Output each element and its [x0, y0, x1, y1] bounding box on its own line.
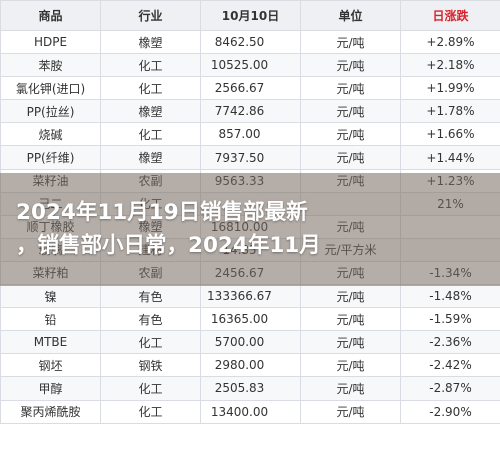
commodity-cell: 苯胺	[0, 53, 101, 78]
change-cell: +1.44%	[400, 145, 500, 170]
price-cell: 5700.00	[200, 330, 301, 355]
commodity-cell: MTBE	[0, 330, 101, 355]
commodity-cell: 铅	[0, 307, 101, 332]
unit-cell: 元/吨	[300, 76, 401, 101]
industry-cell: 化工	[100, 122, 201, 147]
commodity-cell: PP(纤维)	[0, 145, 101, 170]
industry-cell: 橡塑	[100, 99, 201, 124]
unit-cell: 元/吨	[300, 399, 401, 424]
commodity-cell: 甲醇	[0, 376, 101, 401]
unit-cell: 元/吨	[300, 122, 401, 147]
price-cell: 16365.00	[200, 307, 301, 332]
industry-cell: 橡塑	[100, 29, 201, 55]
price-cell: 13400.00	[200, 399, 301, 424]
table-row: PP(拉丝) 橡塑 7742.86 元/吨 +1.78%	[0, 99, 500, 124]
table-row: 苯胺 化工 10525.00 元/吨 +2.18%	[0, 53, 500, 78]
table-row: 氯化钾(进口) 化工 2566.67 元/吨 +1.99%	[0, 76, 500, 101]
industry-cell: 橡塑	[100, 145, 201, 170]
commodity-cell: 钢坯	[0, 353, 101, 378]
price-cell: 10525.00	[200, 53, 301, 78]
change-cell: +2.89%	[400, 29, 500, 55]
industry-cell: 化工	[100, 330, 201, 355]
col-header-unit: 单位	[300, 0, 401, 31]
col-header-daily-change: 日涨跌	[400, 0, 500, 31]
industry-cell: 钢铁	[100, 353, 201, 378]
col-header-industry: 行业	[100, 0, 201, 31]
change-cell: +1.66%	[400, 122, 500, 147]
table-row: 甲醇 化工 2505.83 元/吨 -2.87%	[0, 376, 500, 401]
price-cell: 8462.50	[200, 29, 301, 55]
col-header-date: 10月10日	[200, 0, 301, 31]
table-row: HDPE 橡塑 8462.50 元/吨 +2.89%	[0, 29, 500, 55]
change-cell: -1.48%	[400, 284, 500, 309]
unit-cell: 元/吨	[300, 284, 401, 309]
change-cell: -1.59%	[400, 307, 500, 332]
table-row: 烧碱 化工 857.00 元/吨 +1.66%	[0, 122, 500, 147]
unit-cell: 元/吨	[300, 53, 401, 78]
price-cell: 133366.67	[200, 284, 301, 309]
title-overlay-line-1: 2024年11月19日销售部最新	[16, 200, 308, 225]
title-overlay: 2024年11月19日销售部最新 ，销售部小日常，2024年11月	[0, 196, 500, 262]
unit-cell: 元/吨	[300, 307, 401, 332]
commodity-cell: PP(拉丝)	[0, 99, 101, 124]
commodity-cell: 聚丙烯酰胺	[0, 399, 101, 424]
unit-cell: 元/吨	[300, 353, 401, 378]
title-overlay-line-2: ，销售部小日常，2024年11月	[16, 233, 321, 258]
unit-cell: 元/吨	[300, 99, 401, 124]
table-row: PP(纤维) 橡塑 7937.50 元/吨 +1.44%	[0, 145, 500, 170]
change-cell: -2.36%	[400, 330, 500, 355]
industry-cell: 有色	[100, 307, 201, 332]
col-header-commodity: 商品	[0, 0, 101, 31]
table-row: MTBE 化工 5700.00 元/吨 -2.36%	[0, 330, 500, 355]
change-cell: +1.78%	[400, 99, 500, 124]
price-cell: 857.00	[200, 122, 301, 147]
commodity-cell: 烧碱	[0, 122, 101, 147]
table-header-row: 商品 行业 10月10日 单位 日涨跌	[0, 0, 500, 31]
industry-cell: 化工	[100, 376, 201, 401]
price-cell: 2980.00	[200, 353, 301, 378]
price-cell: 7742.86	[200, 99, 301, 124]
price-cell: 2505.83	[200, 376, 301, 401]
commodity-cell: 氯化钾(进口)	[0, 76, 101, 101]
change-cell: +1.99%	[400, 76, 500, 101]
unit-cell: 元/吨	[300, 145, 401, 170]
table-row: 钢坯 钢铁 2980.00 元/吨 -2.42%	[0, 353, 500, 378]
industry-cell: 有色	[100, 284, 201, 309]
table-row: 镍有色 133366.67 元/吨 -1.48%	[0, 284, 500, 309]
change-cell: -2.87%	[400, 376, 500, 401]
commodity-cell: 镍	[0, 284, 101, 309]
change-cell: +2.18%	[400, 53, 500, 78]
table-row: 聚丙烯酰胺 化工 13400.00 元/吨 -2.90%	[0, 399, 500, 424]
unit-cell: 元/吨	[300, 29, 401, 55]
title-overlay-band	[0, 173, 500, 286]
change-cell: -2.42%	[400, 353, 500, 378]
industry-cell: 化工	[100, 53, 201, 78]
unit-cell: 元/吨	[300, 376, 401, 401]
commodity-cell: HDPE	[0, 29, 101, 55]
price-cell: 7937.50	[200, 145, 301, 170]
price-cell: 2566.67	[200, 76, 301, 101]
table-row: 铅有色 16365.00 元/吨 -1.59%	[0, 307, 500, 332]
change-cell: -2.90%	[400, 399, 500, 424]
unit-cell: 元/吨	[300, 330, 401, 355]
industry-cell: 化工	[100, 76, 201, 101]
industry-cell: 化工	[100, 399, 201, 424]
